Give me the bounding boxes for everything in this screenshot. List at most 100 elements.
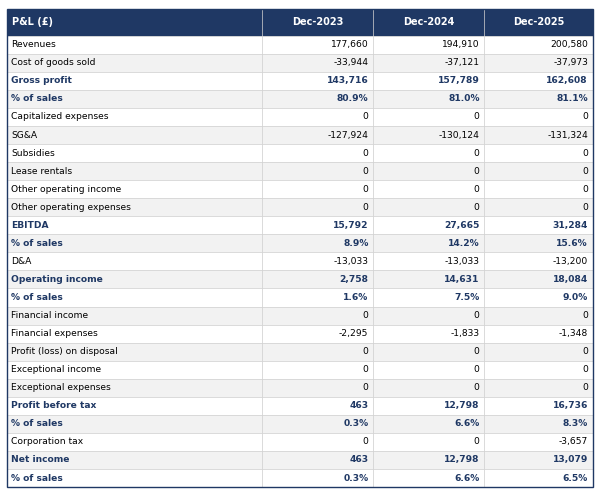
Text: 0: 0: [474, 203, 479, 212]
Bar: [262, 343, 373, 361]
Text: 157,789: 157,789: [438, 76, 479, 85]
Text: -1,348: -1,348: [559, 329, 588, 338]
Text: 0: 0: [582, 203, 588, 212]
Bar: [373, 198, 484, 216]
Bar: [262, 9, 373, 36]
Bar: [7, 379, 262, 397]
Bar: [373, 108, 484, 126]
Text: 0.3%: 0.3%: [343, 474, 368, 483]
Bar: [262, 469, 373, 487]
Bar: [484, 469, 593, 487]
Text: 6.6%: 6.6%: [454, 474, 479, 483]
Bar: [484, 343, 593, 361]
Text: Exceptional expenses: Exceptional expenses: [11, 383, 111, 392]
Text: 0: 0: [474, 167, 479, 176]
Bar: [7, 415, 262, 433]
Bar: [373, 90, 484, 108]
Text: 0: 0: [362, 185, 368, 193]
Text: 0: 0: [474, 347, 479, 356]
Bar: [262, 126, 373, 144]
Bar: [262, 270, 373, 289]
Text: -127,924: -127,924: [328, 130, 368, 139]
Text: 0: 0: [362, 383, 368, 392]
Text: % of sales: % of sales: [11, 94, 63, 103]
Text: 0: 0: [362, 167, 368, 176]
Text: 6.6%: 6.6%: [454, 420, 479, 429]
Text: 31,284: 31,284: [553, 221, 588, 230]
Text: 8.3%: 8.3%: [563, 420, 588, 429]
Text: Dec-2025: Dec-2025: [513, 17, 565, 27]
Text: 0: 0: [362, 347, 368, 356]
Text: 0: 0: [362, 113, 368, 122]
Text: 6.5%: 6.5%: [563, 474, 588, 483]
Text: SG&A: SG&A: [11, 130, 38, 139]
Text: 0: 0: [582, 311, 588, 320]
Bar: [7, 270, 262, 289]
Text: Exceptional income: Exceptional income: [11, 365, 101, 374]
Bar: [484, 54, 593, 72]
Text: Other operating income: Other operating income: [11, 185, 122, 193]
Text: 0: 0: [362, 365, 368, 374]
Bar: [262, 216, 373, 234]
Bar: [262, 361, 373, 379]
Bar: [373, 162, 484, 180]
Bar: [373, 144, 484, 162]
Bar: [484, 324, 593, 343]
Bar: [484, 180, 593, 198]
Bar: [262, 198, 373, 216]
Text: 81.0%: 81.0%: [448, 94, 479, 103]
Text: Profit before tax: Profit before tax: [11, 401, 97, 410]
Text: 143,716: 143,716: [326, 76, 368, 85]
Bar: [484, 270, 593, 289]
Text: 0: 0: [474, 365, 479, 374]
Text: 0: 0: [474, 185, 479, 193]
Text: 0: 0: [474, 437, 479, 446]
Text: 12,798: 12,798: [444, 401, 479, 410]
Bar: [262, 324, 373, 343]
Bar: [7, 198, 262, 216]
Text: -33,944: -33,944: [333, 59, 368, 67]
Bar: [7, 343, 262, 361]
Bar: [7, 126, 262, 144]
Bar: [7, 324, 262, 343]
Bar: [262, 54, 373, 72]
Text: Gross profit: Gross profit: [11, 76, 72, 85]
Bar: [484, 252, 593, 270]
Text: EBITDA: EBITDA: [11, 221, 49, 230]
Bar: [373, 252, 484, 270]
Bar: [262, 108, 373, 126]
Text: Lease rentals: Lease rentals: [11, 167, 73, 176]
Text: -3,657: -3,657: [559, 437, 588, 446]
Bar: [484, 126, 593, 144]
Text: 177,660: 177,660: [331, 40, 368, 49]
Bar: [262, 433, 373, 451]
Text: Capitalized expenses: Capitalized expenses: [11, 113, 109, 122]
Bar: [484, 36, 593, 54]
Text: 0: 0: [582, 365, 588, 374]
Bar: [7, 216, 262, 234]
Bar: [373, 469, 484, 487]
Text: 7.5%: 7.5%: [454, 293, 479, 302]
Text: Financial expenses: Financial expenses: [11, 329, 98, 338]
Text: 0: 0: [582, 185, 588, 193]
Bar: [7, 234, 262, 252]
Text: Revenues: Revenues: [11, 40, 56, 49]
Text: 15.6%: 15.6%: [556, 239, 588, 248]
Text: Other operating expenses: Other operating expenses: [11, 203, 131, 212]
Bar: [7, 36, 262, 54]
Bar: [484, 234, 593, 252]
Bar: [262, 451, 373, 469]
Bar: [373, 433, 484, 451]
Bar: [7, 397, 262, 415]
Bar: [484, 451, 593, 469]
Bar: [7, 9, 262, 36]
Text: 194,910: 194,910: [442, 40, 479, 49]
Text: -13,033: -13,033: [445, 257, 479, 266]
Text: 0: 0: [474, 383, 479, 392]
Text: -2,295: -2,295: [339, 329, 368, 338]
Bar: [262, 379, 373, 397]
Text: 80.9%: 80.9%: [337, 94, 368, 103]
Bar: [373, 216, 484, 234]
Text: 0: 0: [474, 311, 479, 320]
Text: 0: 0: [474, 149, 479, 158]
